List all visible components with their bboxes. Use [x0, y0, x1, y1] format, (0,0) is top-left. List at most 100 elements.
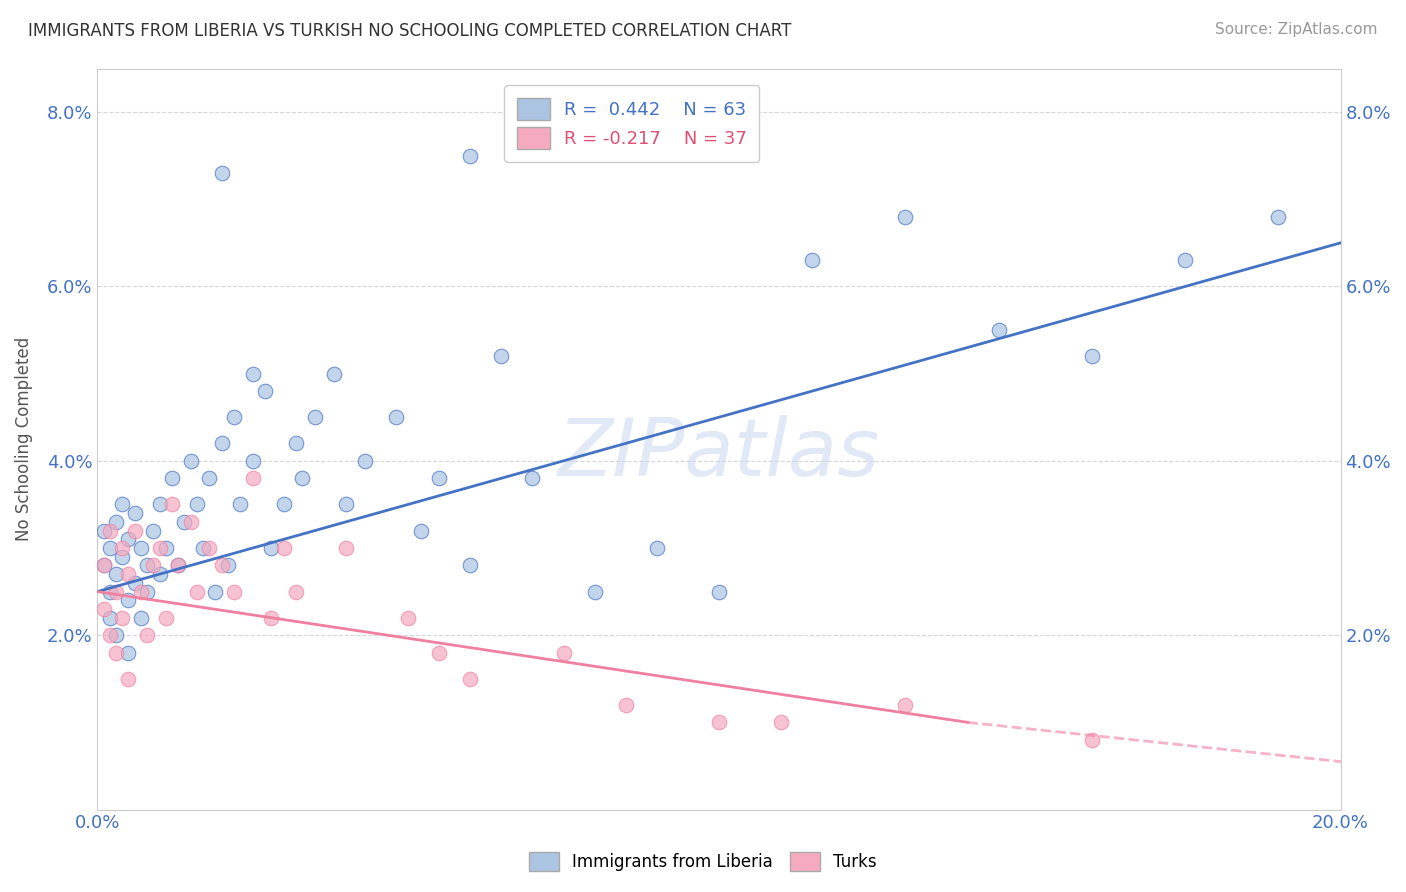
Point [129, 541, 152, 555]
Point [117, 672, 139, 686]
Point [242, 454, 264, 468]
Y-axis label: No Schooling Completed: No Schooling Completed [15, 337, 32, 541]
Point [801, 253, 824, 268]
Legend: R =  0.442    N = 63, R = -0.217    N = 37: R = 0.442 N = 63, R = -0.217 N = 37 [505, 85, 759, 161]
Point [460, 149, 482, 163]
Point [229, 497, 252, 511]
Point [460, 558, 482, 573]
Point [98, 584, 121, 599]
Point [93, 558, 115, 573]
Point [148, 541, 170, 555]
Point [117, 533, 139, 547]
Point [98, 611, 121, 625]
Point [614, 698, 637, 712]
Point [148, 497, 170, 511]
Point [124, 524, 146, 538]
Point [117, 593, 139, 607]
Text: IMMIGRANTS FROM LIBERIA VS TURKISH NO SCHOOLING COMPLETED CORRELATION CHART: IMMIGRANTS FROM LIBERIA VS TURKISH NO SC… [28, 22, 792, 40]
Point [155, 611, 177, 625]
Point [273, 541, 295, 555]
Point [148, 567, 170, 582]
Point [1174, 253, 1197, 268]
Point [155, 541, 177, 555]
Point [522, 471, 544, 485]
Point [129, 611, 152, 625]
Point [427, 471, 450, 485]
Point [553, 646, 575, 660]
Point [291, 471, 314, 485]
Point [273, 497, 295, 511]
Point [204, 584, 226, 599]
Point [160, 497, 183, 511]
Point [1081, 349, 1104, 363]
Point [105, 515, 128, 529]
Point [707, 715, 730, 730]
Point [460, 672, 482, 686]
Point [987, 323, 1010, 337]
Point [409, 524, 432, 538]
Point [260, 611, 283, 625]
Point [111, 497, 134, 511]
Point [198, 471, 221, 485]
Point [211, 436, 233, 450]
Point [167, 558, 190, 573]
Point [304, 410, 326, 425]
Point [191, 541, 214, 555]
Point [98, 541, 121, 555]
Point [1081, 732, 1104, 747]
Point [124, 575, 146, 590]
Point [117, 646, 139, 660]
Point [224, 584, 246, 599]
Point [427, 646, 450, 660]
Point [1267, 210, 1289, 224]
Point [93, 558, 115, 573]
Point [353, 454, 375, 468]
Point [117, 567, 139, 582]
Point [105, 628, 128, 642]
Point [217, 558, 239, 573]
Point [111, 549, 134, 564]
Point [111, 541, 134, 555]
Point [583, 584, 606, 599]
Point [180, 454, 202, 468]
Point [894, 210, 917, 224]
Point [98, 524, 121, 538]
Point [105, 567, 128, 582]
Point [105, 646, 128, 660]
Point [396, 611, 419, 625]
Point [180, 515, 202, 529]
Point [242, 471, 264, 485]
Point [111, 611, 134, 625]
Point [707, 584, 730, 599]
Point [285, 584, 308, 599]
Point [211, 558, 233, 573]
Point [186, 584, 208, 599]
Point [98, 628, 121, 642]
Point [136, 584, 159, 599]
Point [173, 515, 195, 529]
Point [142, 558, 165, 573]
Point [335, 497, 357, 511]
Point [322, 367, 344, 381]
Point [211, 166, 233, 180]
Legend: Immigrants from Liberia, Turks: Immigrants from Liberia, Turks [520, 843, 886, 880]
Point [136, 628, 159, 642]
Point [160, 471, 183, 485]
Text: Source: ZipAtlas.com: Source: ZipAtlas.com [1215, 22, 1378, 37]
Point [254, 384, 277, 398]
Point [105, 584, 128, 599]
Point [167, 558, 190, 573]
Point [93, 524, 115, 538]
Point [142, 524, 165, 538]
Point [198, 541, 221, 555]
Point [186, 497, 208, 511]
Text: ZIPatlas: ZIPatlas [558, 415, 880, 493]
Point [224, 410, 246, 425]
Point [491, 349, 513, 363]
Point [129, 584, 152, 599]
Point [260, 541, 283, 555]
Point [384, 410, 406, 425]
Point [894, 698, 917, 712]
Point [770, 715, 793, 730]
Point [645, 541, 668, 555]
